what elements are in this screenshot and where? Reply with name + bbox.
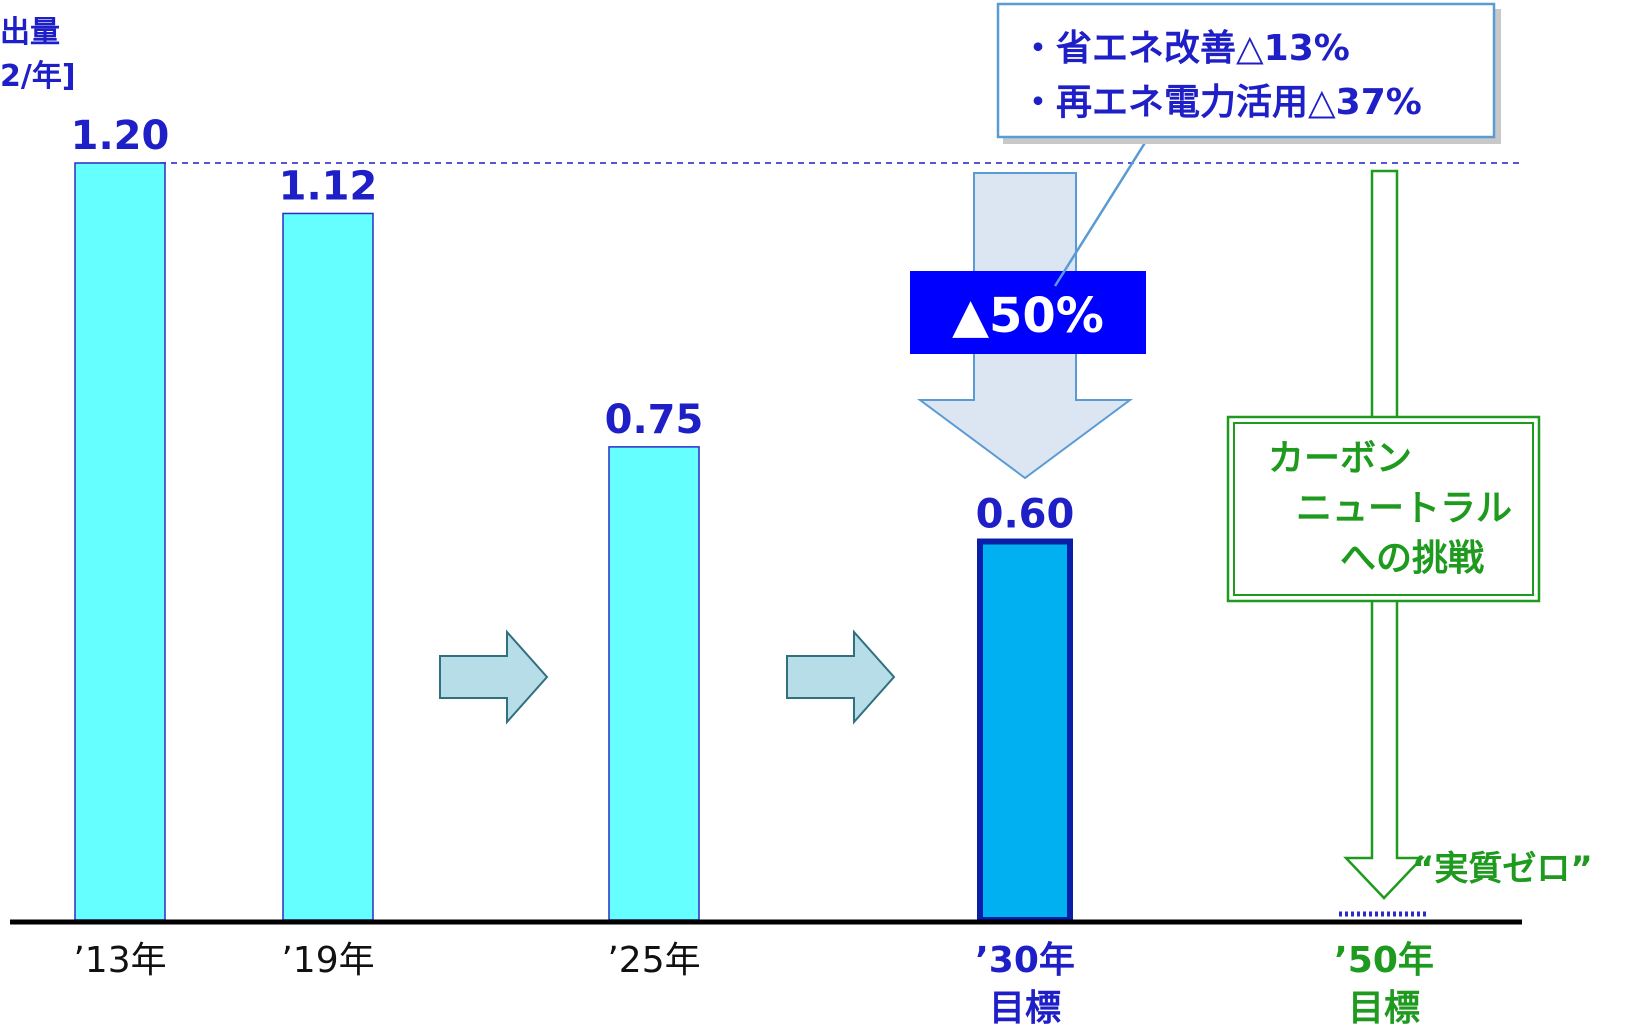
tick-sublabel-4: 目標 [1348, 988, 1420, 1029]
value-labels-group: 1.20 1.12 0.75 0.60 [71, 113, 1075, 538]
carbon-neutral-box-outer [1226, 415, 1541, 603]
bar-1 [282, 212, 374, 921]
tick-label-0: ’13年 [73, 940, 166, 981]
tick-sublabel-3: 目標 [989, 988, 1061, 1029]
callout-line1: ・省エネ改善△13% [1020, 28, 1350, 69]
tick-label-2: ’25年 [607, 940, 700, 981]
callout-leader [1053, 137, 1150, 287]
tick-label-1: ’19年 [281, 940, 374, 981]
bar-2 [608, 446, 700, 921]
net-zero-label: “実質ゼロ” [1412, 849, 1593, 889]
value-label-3: 0.60 [976, 492, 1075, 538]
bar-3 [977, 538, 1073, 923]
reduction-badge-text: ▲50% [952, 288, 1104, 344]
value-label-2: 0.75 [605, 397, 704, 443]
callout-box [996, 2, 1496, 139]
y-axis-label-line1: 出量 [0, 15, 60, 50]
transition-arrow-2 [786, 629, 896, 725]
bar-0 [74, 162, 166, 921]
bars-group [74, 162, 1429, 923]
tick-label-3: ’30年 [975, 940, 1075, 981]
y-axis-label-line2: 2/年] [0, 59, 76, 94]
carbon-neutral-line3: への挑戦 [1340, 538, 1484, 579]
carbon-neutral-line1: カーボン [1268, 438, 1412, 479]
value-label-1: 1.12 [279, 163, 378, 209]
callout-line2: ・再エネ電力活用△37% [1020, 82, 1422, 123]
value-label-0: 1.20 [71, 113, 170, 159]
carbon-neutral-box-inner [1233, 422, 1534, 596]
reduction-badge [910, 271, 1146, 354]
tick-label-4: ’50年 [1334, 940, 1434, 981]
carbon-neutral-line2: ニュートラル [1296, 488, 1512, 529]
transition-arrow-1 [439, 629, 549, 725]
